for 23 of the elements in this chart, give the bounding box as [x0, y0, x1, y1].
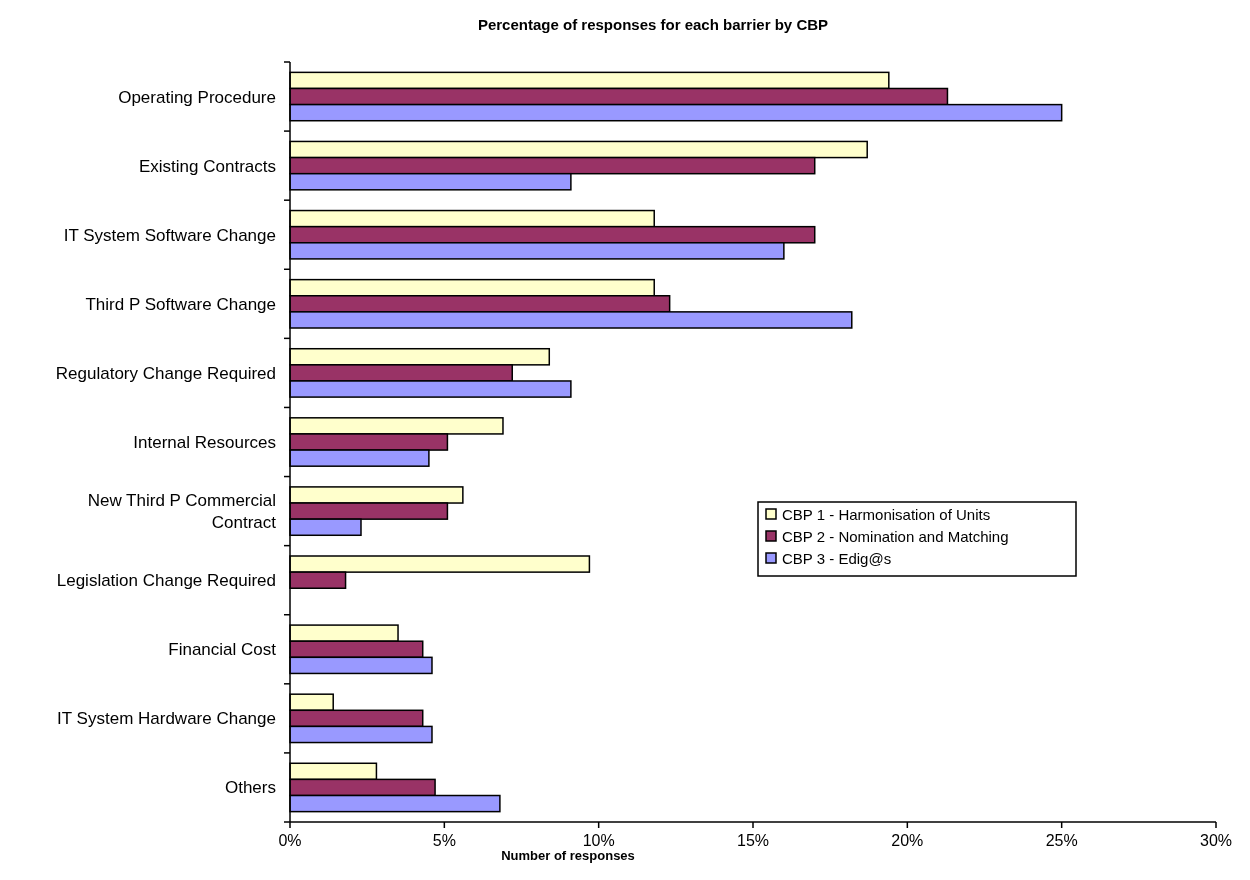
- x-tick-label: 20%: [891, 832, 924, 849]
- x-axis-title: Number of responses: [501, 848, 635, 863]
- y-tick-label: IT System Software Change: [63, 225, 276, 245]
- y-tick-label: Operating Procedure: [118, 87, 276, 107]
- legend-label: CBP 2 - Nomination and Matching: [782, 528, 1009, 545]
- x-tick-label: 0%: [278, 832, 302, 849]
- x-tick-label: 10%: [582, 832, 615, 849]
- x-tick-label: 5%: [432, 832, 456, 849]
- y-tick-label: Existing Contracts: [139, 156, 276, 176]
- legend-label: CBP 3 - Edig@s: [782, 550, 892, 567]
- y-tick-label: Internal Resources: [133, 433, 276, 452]
- y-tick-label: Financial Cost: [168, 640, 277, 660]
- y-tick-label: Others: [224, 778, 276, 798]
- legend-label: CBP 1 - Harmonisation of Units: [782, 506, 991, 523]
- y-tick-label: Legislation Change Required: [56, 571, 276, 591]
- y-tick-label: Third P Software Change: [85, 294, 276, 314]
- chart-title: Percentage of responses for each barrier by CBP: [477, 16, 829, 33]
- x-tick-label: 15%: [736, 832, 770, 849]
- y-tick-label: IT System Hardware Change: [57, 709, 276, 729]
- y-tick-label: New Third P Commercial Contract: [87, 491, 277, 533]
- x-tick-label: 30%: [1199, 832, 1233, 849]
- x-tick-label: 25%: [1045, 832, 1078, 849]
- y-tick-label: Regulatory Change Required: [55, 363, 276, 383]
